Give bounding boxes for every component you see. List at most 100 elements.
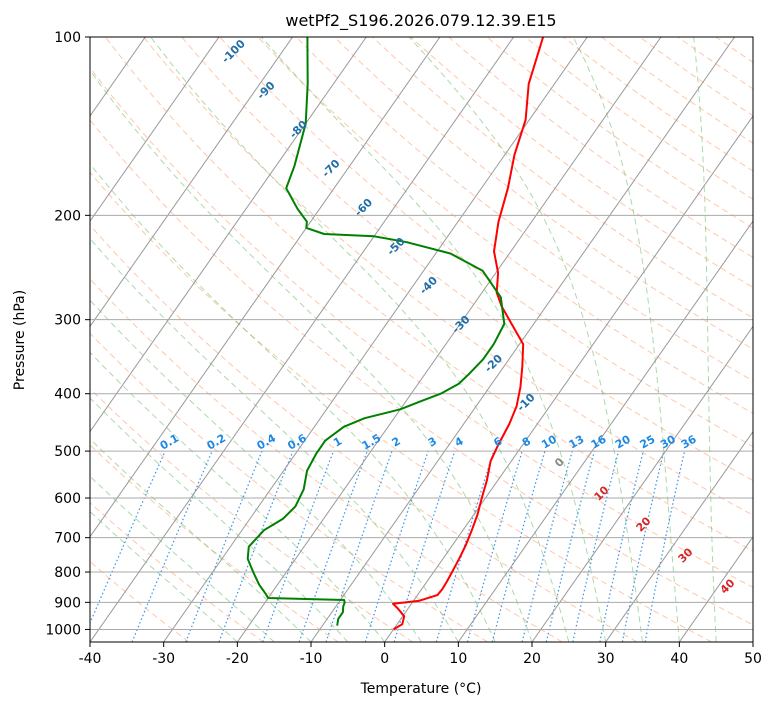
dry-adiabat-label: -70 [319, 157, 342, 180]
isotherm [90, 37, 367, 433]
dry-adiabat [486, 37, 753, 229]
plot-frame [89, 36, 754, 643]
mixing-ratio-label: 1.5 [360, 432, 383, 453]
dry-adiabat-label: -90 [254, 79, 277, 102]
moist-adiabat [572, 37, 680, 642]
y-tick-label: 1000 [45, 622, 81, 638]
mixing-ratio-line [466, 450, 523, 642]
mixing-ratio-label: 16 [589, 432, 609, 451]
mixing-ratio-line [185, 450, 263, 642]
mixing-ratio-label: 10 [539, 432, 559, 451]
theta-e-label: 30 [676, 545, 696, 565]
mixing-ratio-line [644, 450, 686, 642]
dry-adiabat [334, 37, 753, 350]
mixing-ratio-line [621, 450, 665, 642]
y-tick-label: 100 [54, 30, 81, 46]
dry-adiabat [90, 387, 414, 642]
moist-adiabat [90, 397, 349, 642]
mixing-ratio-line [599, 450, 644, 642]
x-tick-label: 40 [670, 651, 688, 667]
mixing-ratio-line [393, 450, 456, 642]
mixing-ratio-label: 20 [613, 432, 633, 451]
mixing-ratio-label: 0.4 [255, 431, 279, 452]
y-tick-label: 300 [54, 313, 81, 329]
moist-adiabat [693, 37, 717, 642]
mixing-ratio-line [298, 450, 368, 642]
dry-adiabat [90, 332, 488, 642]
theta-e-label: 10 [592, 483, 612, 503]
x-tick-label: -10 [300, 651, 323, 667]
mixing-ratio-line [262, 450, 335, 642]
x-axis-label: Temperature (°C) [360, 681, 482, 697]
isotherm [310, 37, 736, 642]
isotherm [163, 37, 588, 642]
x-tick-label: 20 [523, 651, 541, 667]
mixing-ratio-line [364, 450, 429, 642]
mixing-ratio-line [491, 450, 546, 642]
moist-adiabat [90, 163, 496, 642]
mixing-ratio-label: 3 [426, 435, 439, 450]
y-tick-label: 500 [54, 444, 81, 460]
y-tick-label: 200 [54, 208, 81, 224]
theta-e-label: 40 [718, 576, 738, 596]
background-lines [90, 37, 753, 642]
chart-title: wetPf2_S196.2026.079.12.39.E15 [285, 11, 556, 31]
isotherm [0, 37, 72, 642]
isotherm [90, 37, 515, 642]
moist-adiabat [261, 37, 607, 642]
isotherm [384, 115, 753, 642]
mixing-ratio-label: 0.6 [285, 431, 309, 452]
line-labels: -100-90-80-70-60-50-40-30-20-100.1 0.2 0.4… [158, 37, 738, 597]
moist-adiabat [90, 475, 275, 642]
dry-adiabat [257, 37, 753, 414]
isotherm [457, 220, 753, 642]
theta-e-label: 0 [552, 455, 567, 470]
mixing-ratio-line [521, 450, 573, 642]
dry-adiabat [677, 37, 753, 90]
theta-e-label: 20 [634, 514, 654, 534]
dry-adiabat [601, 37, 753, 144]
isotherm [236, 37, 662, 642]
dry-adiabat [105, 37, 753, 552]
y-tick-label: 900 [54, 595, 81, 611]
dewpoint-profile [246, 37, 506, 626]
moist-adiabat [90, 237, 459, 642]
mixing-ratio-label: 8 [520, 435, 533, 450]
temperature-profile [392, 37, 545, 631]
y-tick-label: 800 [54, 565, 81, 581]
dry-adiabat [90, 119, 753, 626]
x-tick-label: -20 [226, 651, 249, 667]
x-axis: -40 -30 -20 -10 0 10 20 30 40 50 [79, 642, 762, 667]
mixing-ratio-label: 25 [638, 433, 658, 452]
dry-adiabat [715, 37, 753, 63]
y-axis: 100 200 300 400 500 600 700 800 900 1000 [45, 30, 90, 638]
isotherm [752, 641, 753, 642]
isotherm [678, 535, 753, 642]
mixing-ratio-label: 4 [452, 434, 465, 449]
dry-adiabat [90, 67, 753, 588]
gridlines [0, 37, 753, 642]
dry-adiabat [639, 37, 753, 117]
isotherm [90, 37, 220, 223]
dry-adiabat [90, 560, 190, 642]
y-tick-label: 400 [54, 387, 81, 403]
dry-adiabat [448, 37, 753, 259]
dry-adiabat [524, 37, 753, 200]
dry-adiabat [143, 37, 753, 516]
isotherm [90, 37, 441, 538]
mixing-ratio-label: 2 [390, 435, 403, 450]
moist-adiabat [90, 510, 238, 642]
isotherm [90, 37, 294, 328]
moist-adiabat [408, 37, 643, 642]
x-tick-label: 50 [744, 651, 762, 667]
dry-adiabat [90, 171, 712, 642]
dry-adiabat [295, 37, 753, 382]
mixing-ratio-line [572, 450, 620, 642]
mixing-ratio-line [435, 450, 495, 642]
isotherm [605, 430, 753, 642]
dry-adiabat [372, 37, 753, 319]
y-tick-label: 700 [54, 531, 81, 547]
moist-adiabat [90, 69, 533, 642]
y-axis-label: Pressure (hPa) [12, 290, 28, 390]
moist-adiabat [90, 351, 386, 642]
